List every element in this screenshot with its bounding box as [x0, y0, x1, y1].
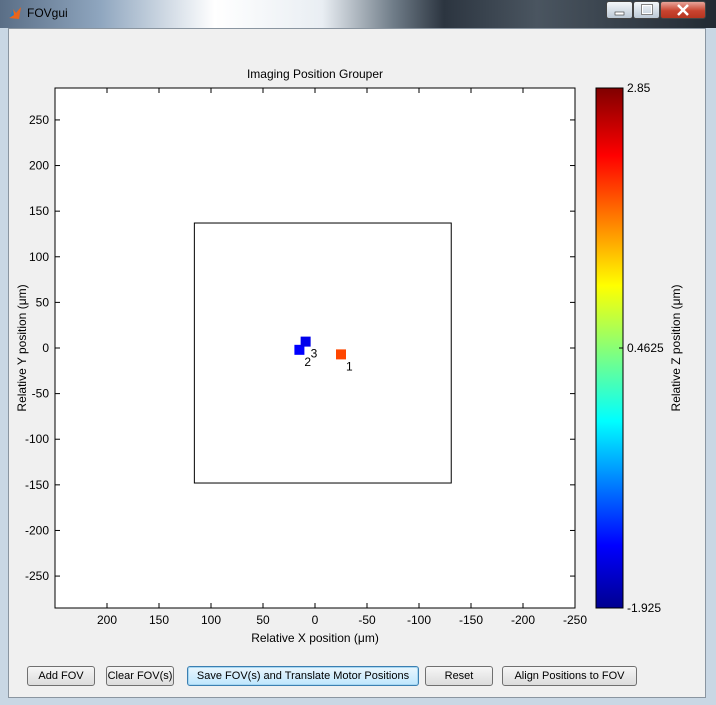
- matlab-app-icon: [9, 7, 21, 19]
- x-tick-label: 0: [312, 613, 319, 627]
- position-label: 3: [311, 347, 318, 361]
- position-marker: [300, 336, 311, 347]
- clear-fovs-button[interactable]: Clear FOV(s): [106, 666, 174, 686]
- y-tick-label: 150: [29, 204, 49, 218]
- y-tick-label: -150: [25, 478, 49, 492]
- maximize-icon: [641, 4, 653, 15]
- minimize-button[interactable]: [606, 1, 633, 19]
- y-tick-label: 200: [29, 159, 49, 173]
- close-icon: [677, 4, 689, 16]
- x-tick-label: 50: [256, 613, 270, 627]
- colorbar-tick-label: 0.4625: [627, 341, 664, 355]
- y-tick-label: -200: [25, 523, 49, 537]
- x-tick-label: 200: [97, 613, 117, 627]
- title-bar[interactable]: FOVgui: [0, 0, 716, 28]
- close-button[interactable]: [660, 1, 706, 19]
- add-fov-button[interactable]: Add FOV: [27, 666, 95, 686]
- window-title: FOVgui: [27, 6, 68, 20]
- y-ticks: 250 200 150 100 50 0 -50 -100 -150 -200 -250: [25, 113, 575, 583]
- y-tick-label: -250: [25, 569, 49, 583]
- plot-title: Imaging Position Grouper: [247, 67, 383, 81]
- minimize-icon: [614, 11, 625, 16]
- y-tick-label: -100: [25, 432, 49, 446]
- window-frame-right: [706, 28, 716, 698]
- x-tick-label: -100: [407, 613, 431, 627]
- colorbar-tick-label: -1.925: [627, 601, 661, 615]
- save-fovs-translate-button[interactable]: Save FOV(s) and Translate Motor Position…: [187, 666, 419, 686]
- window-frame-left: [0, 28, 8, 698]
- plot-axes-background: [54, 87, 576, 609]
- colorbar: [595, 87, 624, 609]
- fov-rectangle[interactable]: [193, 222, 452, 484]
- position-label: 1: [346, 359, 353, 373]
- y-tick-label: 250: [29, 113, 49, 127]
- x-tick-label: -250: [563, 613, 587, 627]
- x-tick-label: -150: [459, 613, 483, 627]
- y-tick-label: 100: [29, 250, 49, 264]
- reset-button[interactable]: Reset: [425, 666, 493, 686]
- imaging-position-plot[interactable]: Imaging Position Grouper Relative X posi…: [0, 0, 716, 660]
- colorbar-ticks: 2.85 0.4625 -1.925: [619, 81, 664, 615]
- y-tick-label: -50: [32, 387, 50, 401]
- y-tick-label: 0: [42, 341, 49, 355]
- x-tick-label: 100: [201, 613, 221, 627]
- x-tick-label: -200: [511, 613, 535, 627]
- data-points: 1 23: [294, 336, 353, 373]
- colorbar-label: Relative Z position (μm): [669, 285, 683, 412]
- position-marker: [336, 349, 346, 360]
- position-label: 2: [304, 355, 311, 369]
- x-axis-label: Relative X position (μm): [251, 631, 379, 645]
- x-ticks: 200 150 100 50 0 -50 -100 -150 -200 -250: [97, 88, 587, 627]
- colorbar-tick-label: 2.85: [627, 81, 651, 95]
- x-tick-label: -50: [358, 613, 376, 627]
- position-marker: [294, 344, 305, 355]
- window-frame-bottom: [0, 698, 716, 705]
- y-axis-label: Relative Y position (μm): [15, 284, 29, 411]
- maximize-button[interactable]: [633, 1, 660, 19]
- y-tick-label: 50: [36, 295, 50, 309]
- align-positions-button[interactable]: Align Positions to FOV: [502, 666, 637, 686]
- x-tick-label: 150: [149, 613, 169, 627]
